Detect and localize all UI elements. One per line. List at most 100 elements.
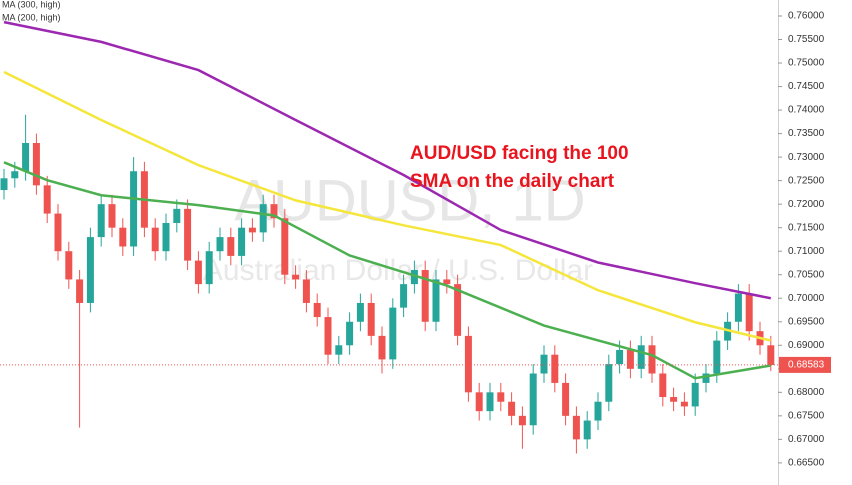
- last-price-box: [779, 356, 831, 373]
- candle-body: [346, 321, 354, 346]
- candle-body: [324, 317, 332, 355]
- y-tick-label: 0.67000: [788, 434, 825, 445]
- candle-body: [216, 237, 224, 252]
- candle-body: [497, 392, 505, 402]
- candle-body: [702, 373, 710, 383]
- candle-body: [734, 293, 742, 322]
- candle-body: [410, 270, 418, 285]
- candle-body: [173, 208, 181, 223]
- candle-body: [335, 345, 343, 355]
- legend-entry: MA (200, high): [2, 12, 61, 22]
- y-tick-label: 0.67500: [788, 410, 825, 421]
- candle-body: [486, 392, 494, 412]
- candle-body: [648, 345, 656, 374]
- candle-body: [259, 204, 267, 233]
- candle-body: [0, 178, 8, 191]
- candle-body: [572, 415, 580, 440]
- candle-body: [238, 227, 246, 256]
- candle-body: [313, 302, 321, 318]
- candle-body: [540, 354, 548, 374]
- y-tick-label: 0.66500: [788, 458, 825, 469]
- candle-body: [119, 227, 127, 247]
- y-tick-label: 0.73500: [788, 128, 825, 139]
- y-tick-label: 0.74500: [788, 81, 825, 92]
- candle-body: [367, 302, 375, 336]
- candle-body: [551, 354, 559, 383]
- candle-body: [356, 302, 364, 322]
- candle-body: [194, 260, 202, 285]
- candle-body: [227, 237, 235, 256]
- candle-body: [400, 284, 408, 308]
- y-tick-label: 0.70000: [788, 293, 825, 304]
- moving-average-line: [3, 161, 772, 380]
- y-tick-label: 0.75000: [788, 58, 825, 69]
- candle-body: [151, 227, 159, 252]
- candle-body: [605, 364, 613, 402]
- candle-body: [454, 284, 462, 336]
- candle-body: [32, 143, 40, 186]
- candle-body: [281, 218, 289, 275]
- candle-body: [292, 274, 300, 280]
- candle-body: [43, 185, 51, 214]
- candle-body: [65, 251, 73, 280]
- y-tick-label: 0.69000: [788, 340, 825, 351]
- candle-body: [583, 420, 591, 440]
- candle-body: [767, 345, 775, 366]
- candle-body: [616, 349, 624, 365]
- y-tick-label: 0.76000: [788, 11, 825, 22]
- candle-body: [713, 340, 721, 374]
- candle-body: [432, 279, 440, 322]
- y-tick-label: 0.72500: [788, 175, 825, 186]
- candle-body: [270, 204, 278, 219]
- moving-average-line: [3, 20, 772, 300]
- candle-body: [475, 392, 483, 412]
- y-tick-label: 0.69500: [788, 316, 825, 327]
- annotation: SMA on the daily chart: [410, 171, 615, 192]
- candle-body: [626, 349, 634, 369]
- candle-body: [76, 279, 84, 303]
- moving-average-line: [3, 70, 772, 342]
- candle-body: [670, 397, 678, 402]
- candle-body: [443, 279, 451, 285]
- annotation: AUD/USD facing the 100: [410, 143, 629, 164]
- candle-body: [637, 345, 645, 369]
- candle-body: [562, 382, 570, 416]
- candle-body: [11, 171, 19, 179]
- y-tick-label: 0.70500: [788, 269, 825, 280]
- candle-body: [86, 237, 94, 303]
- candle-body: [108, 204, 116, 228]
- candle-body: [421, 270, 429, 322]
- candle-body: [130, 171, 138, 247]
- candle-body: [594, 401, 602, 421]
- legend-entry: MA (300, high): [2, 0, 61, 9]
- candle-body: [22, 143, 30, 172]
- y-tick-label: 0.68000: [788, 387, 825, 398]
- candle-body: [691, 382, 699, 407]
- candle-body: [529, 373, 537, 426]
- y-tick-label: 0.74000: [788, 105, 825, 116]
- candle-body: [54, 213, 62, 252]
- candle-body: [518, 415, 526, 426]
- candle-body: [464, 335, 472, 393]
- candle-body: [184, 208, 192, 261]
- y-tick-label: 0.71000: [788, 246, 825, 257]
- candle-body: [302, 279, 310, 303]
- y-tick-label: 0.73000: [788, 152, 825, 163]
- plot: [0, 20, 775, 454]
- last-price-label: 0.68583: [788, 360, 825, 371]
- candle-body: [389, 307, 397, 360]
- y-tick-label: 0.72000: [788, 199, 825, 210]
- candle-body: [97, 204, 105, 238]
- candle-body: [659, 373, 667, 398]
- y-tick-label: 0.75500: [788, 34, 825, 45]
- candle-body: [378, 335, 386, 360]
- candle-body: [205, 251, 213, 285]
- candle-body: [162, 222, 170, 252]
- y-tick-label: 0.71500: [788, 222, 825, 233]
- candle-body: [680, 401, 688, 407]
- candle-body: [508, 401, 516, 416]
- candle-body: [248, 227, 256, 233]
